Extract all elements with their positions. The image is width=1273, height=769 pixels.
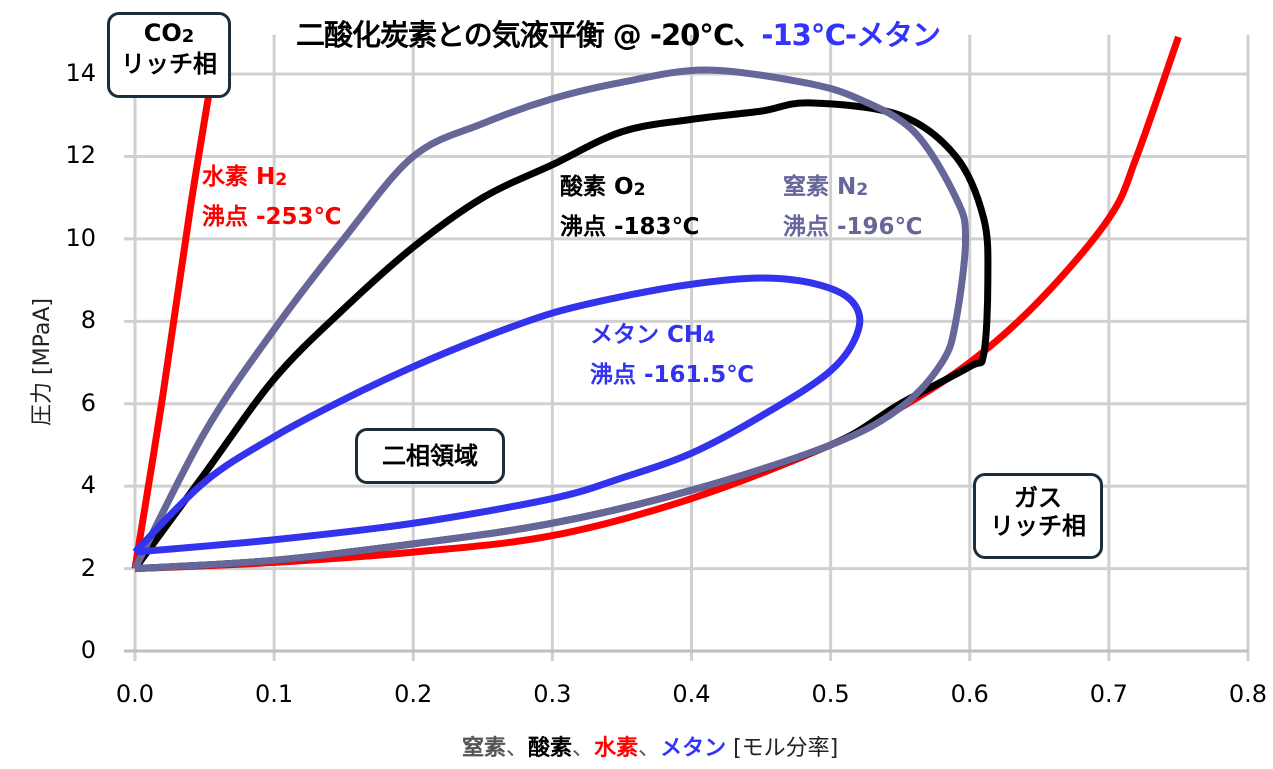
x-tick-label: 0.7 — [1089, 680, 1128, 708]
chart-title: 二酸化炭素との気液平衡 @ -20℃、-13℃-メタン — [296, 12, 941, 54]
x-axis-label-part: [モル分率] — [726, 736, 839, 761]
hydrogen-annotation: 水素 H2 沸点 -253℃ — [202, 164, 342, 230]
x-axis-label: 窒素、酸素、水素、メタン [モル分率] — [462, 730, 838, 762]
x-tick-label: 0.2 — [394, 680, 433, 708]
series-lines — [131, 35, 1182, 573]
title-main: 二酸化炭素との気液平衡 @ -20℃、 — [296, 18, 762, 52]
x-axis-label-part: 窒素 — [462, 736, 507, 761]
y-tick-label: 0 — [80, 636, 96, 664]
nitrogen-annotation: 窒素 N2 沸点 -196℃ — [783, 174, 923, 240]
x-axis-label-part: 、 — [572, 736, 595, 761]
x-tick-label: 0.6 — [950, 680, 989, 708]
nitrogen-curve — [131, 66, 970, 573]
x-tick-label: 0.5 — [811, 680, 850, 708]
y-tick-label: 6 — [80, 388, 96, 417]
y-tick-label: 2 — [80, 553, 96, 582]
gas-rich-phase-label: ガス リッチ相 — [973, 473, 1103, 559]
y-tick-label: 4 — [80, 471, 96, 500]
y-tick-label: 14 — [65, 59, 96, 88]
x-axis-label-part: 水素 — [594, 736, 639, 761]
methane-curve — [132, 274, 864, 556]
x-tick-label: 0.1 — [255, 680, 294, 708]
title-suffix: -13℃-メタン — [761, 18, 941, 52]
x-tick-label: 0.4 — [672, 680, 711, 708]
y-tick-label: 10 — [65, 223, 96, 252]
x-tick-label: 0.3 — [533, 680, 572, 708]
x-axis-label-part: 、 — [506, 736, 529, 761]
x-tick-label: 0.0 — [115, 680, 155, 708]
x-tick-label: 0.8 — [1228, 680, 1268, 708]
methane-annotation: メタン CH4 沸点 -161.5℃ — [590, 322, 755, 388]
oxygen-annotation: 酸素 O2 沸点 -183℃ — [560, 174, 700, 240]
co2-rich-phase-label: CO2 リッチ相 — [107, 12, 231, 98]
y-tick-label: 8 — [80, 306, 96, 335]
hydrogen-liquid-curve — [131, 36, 222, 570]
x-axis-label-part: 酸素 — [528, 736, 573, 761]
x-axis-label-part: メタン — [660, 736, 727, 761]
y-tick-label: 12 — [65, 141, 96, 170]
two-phase-region-label: 二相領域 — [355, 428, 505, 484]
x-axis-label-part: 、 — [638, 736, 661, 761]
